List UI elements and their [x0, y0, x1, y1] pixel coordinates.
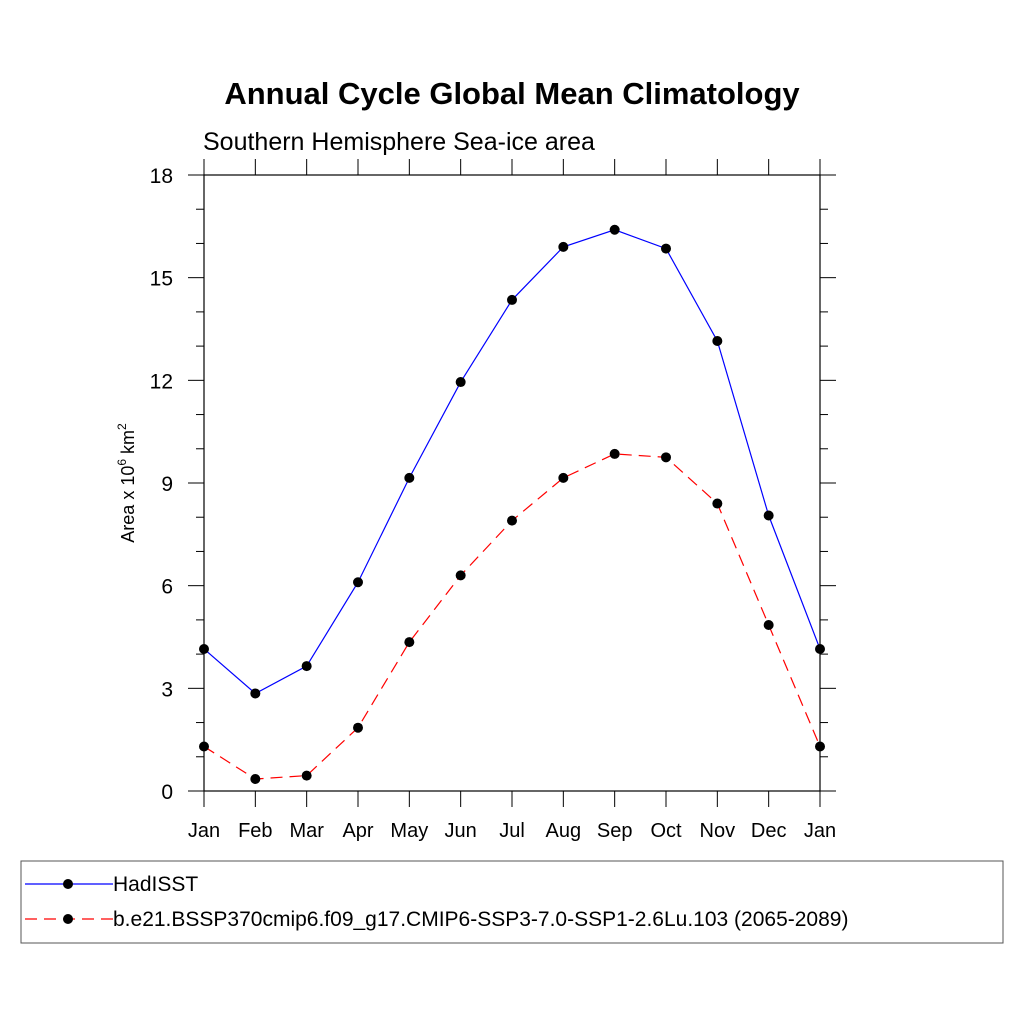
y-tick-label: 0 [161, 781, 173, 804]
y-tick-label: 6 [161, 576, 173, 599]
x-tick-label: Oct [650, 820, 682, 842]
data-point [507, 294, 517, 305]
legend-box [20, 860, 1004, 944]
legend: HadISST b.e21.BSSP370cmip6.f09_g17.CMIP6-… [20, 860, 1004, 944]
x-tick-label: Aug [546, 820, 582, 842]
data-point [763, 510, 774, 521]
data-point [199, 643, 209, 654]
data-point [712, 335, 723, 346]
x-tick-label: Feb [238, 820, 272, 842]
data-point [558, 241, 569, 252]
x-tick-label: Apr [342, 820, 373, 842]
data-point [507, 515, 517, 526]
y-axis-label-unit: km [118, 430, 138, 459]
legend-item-1: HadISST [25, 873, 198, 896]
series-1 [199, 224, 825, 699]
data-point [609, 448, 620, 459]
x-tick-label: Jun [445, 820, 477, 842]
y-tick-label: 3 [161, 678, 173, 701]
data-point [353, 577, 363, 588]
data-point [404, 637, 415, 648]
chart-title: Annual Cycle Global Mean Climatology [224, 76, 800, 111]
data-point [250, 688, 261, 699]
legend-label: b.e21.BSSP370cmip6.f09_g17.CMIP6-SSP3-7.… [113, 908, 848, 931]
data-point [712, 498, 723, 509]
axis-ticks [188, 159, 836, 807]
data-point [815, 741, 825, 752]
data-point [455, 570, 466, 581]
y-axis-label-exponent: 6 [115, 459, 129, 466]
y-axis-label: Area x 106 km2 [115, 423, 138, 543]
plot-frame [203, 174, 821, 792]
data-point [301, 770, 312, 781]
x-tick-label: Dec [751, 820, 787, 842]
legend-items: HadISST b.e21.BSSP370cmip6.f09_g17.CMIP6-… [25, 873, 848, 931]
legend-item-2: b.e21.BSSP370cmip6.f09_g17.CMIP6-SSP3-7.… [25, 908, 848, 931]
legend-label: HadISST [113, 873, 198, 896]
y-axis-label-prefix: Area x 10 [118, 466, 138, 543]
x-tick-label: Sep [597, 820, 633, 842]
x-tick-label: Nov [700, 820, 736, 842]
data-point [301, 661, 312, 672]
data-point [455, 377, 466, 388]
data-point [661, 243, 671, 254]
x-tick-labels: Jan Feb Mar Apr May Jun Jul Aug Sep Oct Nov Dec Jan [188, 820, 836, 842]
data-point [404, 472, 415, 483]
series-2 [199, 448, 825, 785]
x-tick-label: May [390, 820, 428, 842]
data-point [558, 472, 569, 483]
data-point [763, 620, 774, 631]
data-point [609, 224, 620, 235]
plot-border [203, 174, 821, 792]
data-point [353, 722, 363, 733]
y-tick-label: 9 [161, 473, 173, 496]
data-point [815, 643, 825, 654]
x-tick-label: Mar [289, 820, 324, 842]
series-line [203, 453, 821, 780]
chart-subtitle: Southern Hemisphere Sea-ice area [203, 128, 595, 156]
legend-marker [63, 914, 73, 924]
data-point [199, 741, 209, 752]
y-tick-label: 12 [150, 370, 173, 393]
x-tick-label: Jan [804, 820, 836, 842]
x-tick-label: Jan [188, 820, 220, 842]
x-tick-label: Jul [499, 820, 525, 842]
y-tick-label: 15 [150, 268, 173, 291]
y-axis-label-unit-exponent: 2 [115, 423, 129, 430]
y-tick-label: 18 [150, 165, 173, 188]
data-point [250, 774, 261, 785]
data-point [661, 452, 671, 463]
y-tick-labels: 0 3 6 9 12 15 18 [150, 165, 173, 804]
series-layer [199, 224, 825, 785]
legend-marker [63, 879, 73, 889]
